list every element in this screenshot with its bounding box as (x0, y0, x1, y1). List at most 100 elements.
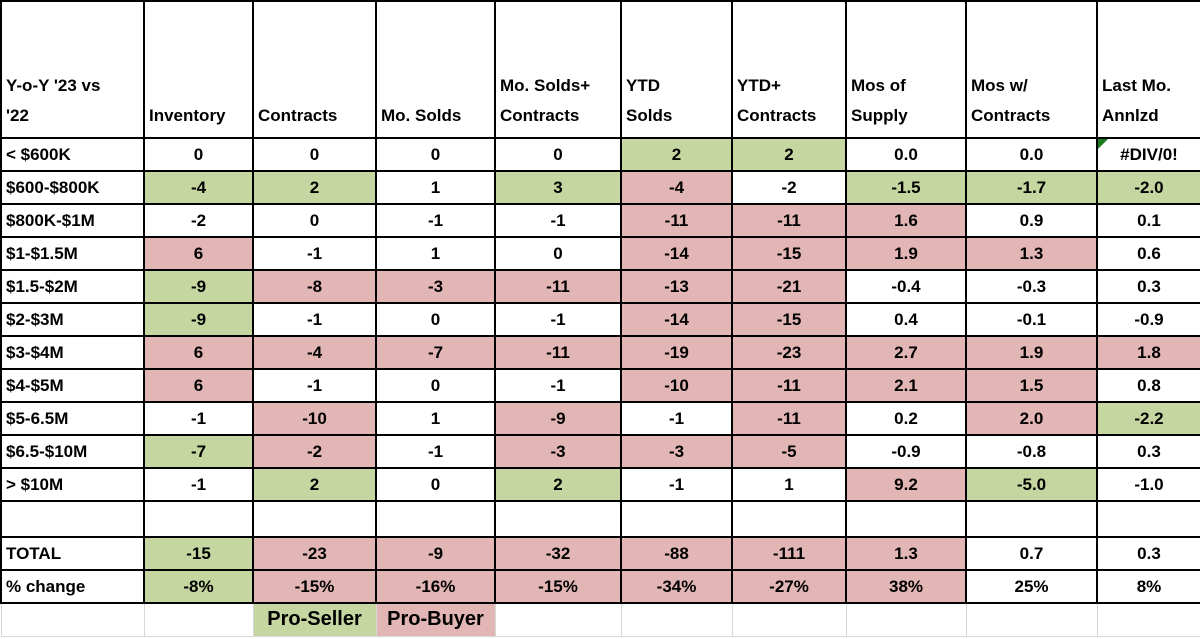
table-cell[interactable]: -5.0 (965, 467, 1098, 502)
spacer-cell[interactable] (845, 500, 967, 538)
spacer-cell[interactable] (375, 500, 496, 538)
row-label[interactable]: $2-$3M (0, 302, 145, 337)
table-cell[interactable]: -9 (375, 536, 496, 571)
table-cell[interactable]: -3 (375, 269, 496, 304)
spacer-cell[interactable] (731, 500, 847, 538)
spacer-cell[interactable] (620, 500, 733, 538)
column-header[interactable]: Inventory (143, 0, 254, 139)
table-cell[interactable]: -0.9 (845, 434, 967, 469)
table-cell[interactable]: 0 (252, 203, 377, 238)
table-cell[interactable]: 0 (143, 137, 254, 172)
column-header[interactable]: Last Mo. Annlzd (1096, 0, 1200, 139)
table-cell[interactable]: -2 (731, 170, 847, 205)
row-label[interactable]: $1-$1.5M (0, 236, 145, 271)
table-cell[interactable]: 1.3 (845, 536, 967, 571)
row-label[interactable]: $600-$800K (0, 170, 145, 205)
table-cell[interactable]: -2 (252, 434, 377, 469)
table-cell[interactable]: -1 (252, 236, 377, 271)
table-cell[interactable]: 1.6 (845, 203, 967, 238)
table-cell[interactable]: -23 (252, 536, 377, 571)
table-cell[interactable]: -34% (620, 569, 733, 604)
spacer-cell[interactable] (143, 500, 254, 538)
table-cell[interactable]: -11 (731, 203, 847, 238)
table-cell[interactable]: -0.4 (845, 269, 967, 304)
table-cell[interactable]: -10 (620, 368, 733, 403)
table-cell[interactable]: -1.0 (1096, 467, 1200, 502)
table-cell[interactable]: -1.7 (965, 170, 1098, 205)
table-cell[interactable]: -4 (143, 170, 254, 205)
table-cell[interactable]: 1 (731, 467, 847, 502)
table-cell[interactable]: -1 (494, 203, 622, 238)
table-cell[interactable]: -8% (143, 569, 254, 604)
table-cell[interactable]: -11 (620, 203, 733, 238)
table-cell[interactable]: -9 (143, 269, 254, 304)
table-cell[interactable]: 0.3 (1096, 536, 1200, 571)
table-cell[interactable]: 0 (375, 467, 496, 502)
table-cell[interactable]: -13 (620, 269, 733, 304)
table-cell[interactable]: -4 (252, 335, 377, 370)
table-cell[interactable]: -21 (731, 269, 847, 304)
table-cell[interactable]: 2.0 (965, 401, 1098, 436)
table-cell[interactable]: -16% (375, 569, 496, 604)
table-cell[interactable]: -15 (731, 302, 847, 337)
table-cell[interactable]: -8 (252, 269, 377, 304)
table-cell[interactable]: -0.3 (965, 269, 1098, 304)
table-cell[interactable]: 2.7 (845, 335, 967, 370)
row-label[interactable]: $1.5-$2M (0, 269, 145, 304)
table-cell[interactable]: -2.0 (1096, 170, 1200, 205)
table-cell[interactable]: 0.2 (845, 401, 967, 436)
table-cell[interactable]: 3 (494, 170, 622, 205)
table-cell[interactable]: -2.2 (1096, 401, 1200, 436)
table-cell[interactable]: 0.7 (965, 536, 1098, 571)
row-label[interactable]: < $600K (0, 137, 145, 172)
table-cell[interactable]: 1.3 (965, 236, 1098, 271)
corner-header-cell[interactable]: Y-o-Y '23 vs '22 (0, 0, 145, 139)
spacer-cell[interactable] (252, 500, 377, 538)
table-cell[interactable]: -7 (143, 434, 254, 469)
table-cell[interactable]: 1.8 (1096, 335, 1200, 370)
table-cell[interactable]: -1.5 (845, 170, 967, 205)
row-label[interactable]: $3-$4M (0, 335, 145, 370)
row-label[interactable]: $800K-$1M (0, 203, 145, 238)
table-cell[interactable]: 6 (143, 335, 254, 370)
column-header[interactable]: Mo. Solds+ Contracts (494, 0, 622, 139)
table-cell[interactable]: -15% (252, 569, 377, 604)
table-cell[interactable]: 2 (252, 170, 377, 205)
table-cell[interactable]: -2 (143, 203, 254, 238)
table-cell[interactable]: 0 (494, 137, 622, 172)
table-cell[interactable]: -19 (620, 335, 733, 370)
table-cell[interactable]: -111 (731, 536, 847, 571)
table-cell[interactable]: -1 (494, 302, 622, 337)
table-cell[interactable]: 2 (620, 137, 733, 172)
table-cell[interactable]: -0.8 (965, 434, 1098, 469)
table-cell[interactable]: -1 (620, 401, 733, 436)
table-cell[interactable]: 6 (143, 236, 254, 271)
table-cell[interactable]: -1 (375, 203, 496, 238)
column-header[interactable]: YTD Solds (620, 0, 733, 139)
row-label[interactable]: $6.5-$10M (0, 434, 145, 469)
table-cell[interactable]: 1 (375, 170, 496, 205)
row-label[interactable]: % change (0, 569, 145, 604)
table-cell[interactable]: 0.6 (1096, 236, 1200, 271)
table-cell[interactable]: -3 (620, 434, 733, 469)
table-cell[interactable]: -1 (143, 467, 254, 502)
table-cell[interactable]: 1.9 (965, 335, 1098, 370)
row-label[interactable]: TOTAL (0, 536, 145, 571)
table-cell[interactable]: 1.5 (965, 368, 1098, 403)
table-cell[interactable]: 38% (845, 569, 967, 604)
spacer-cell[interactable] (494, 500, 622, 538)
table-cell[interactable]: -88 (620, 536, 733, 571)
table-cell[interactable]: 0 (252, 137, 377, 172)
table-cell[interactable]: 0.8 (1096, 368, 1200, 403)
table-cell[interactable]: 2 (494, 467, 622, 502)
spacer-cell[interactable] (965, 500, 1098, 538)
table-cell[interactable]: -5 (731, 434, 847, 469)
table-cell[interactable]: -11 (731, 401, 847, 436)
table-cell[interactable]: -1 (252, 302, 377, 337)
table-cell[interactable]: -11 (494, 269, 622, 304)
table-cell[interactable]: -1 (143, 401, 254, 436)
table-cell[interactable]: -1 (375, 434, 496, 469)
table-cell[interactable]: -7 (375, 335, 496, 370)
table-cell[interactable]: 0.4 (845, 302, 967, 337)
table-cell[interactable]: -32 (494, 536, 622, 571)
